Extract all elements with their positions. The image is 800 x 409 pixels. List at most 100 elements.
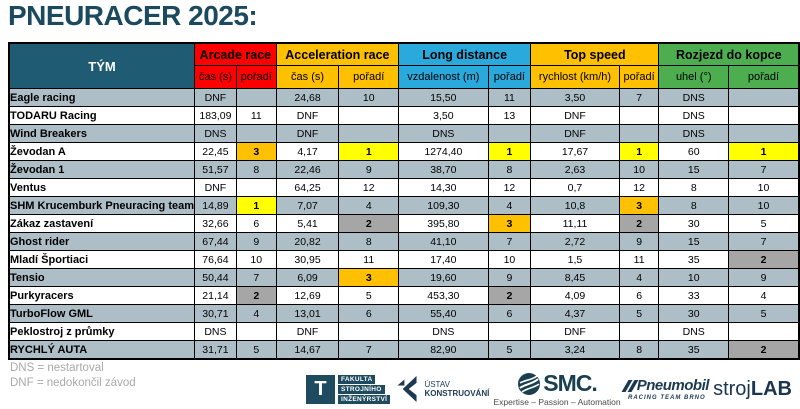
- value-cell: 11,11: [530, 214, 620, 233]
- rank-cell: 8: [618, 340, 660, 360]
- rank-cell: 3: [338, 268, 400, 287]
- rank-cell: 3: [235, 142, 277, 161]
- k-mark-icon: [397, 376, 417, 402]
- value-cell: 1274,40: [398, 142, 489, 161]
- rank-cell: 5: [727, 214, 800, 233]
- team-name-cell: Ževodan A: [8, 142, 195, 161]
- value-cell: DNS: [658, 106, 729, 125]
- value-cell: 38,70: [398, 160, 489, 179]
- table-row: Tensio 50,44 7 6,09 3 19,60 9 8,45 4 10 9: [8, 268, 800, 287]
- value-cell: 8: [658, 178, 729, 197]
- rank-cell: 10: [235, 250, 277, 269]
- sub-header: uhel (°): [658, 65, 729, 89]
- value-cell: DNF: [194, 88, 237, 107]
- rank-cell: 2: [618, 214, 660, 233]
- fsi-text: FAKULTA STROJNÍHO INŽENÝRSTVÍ: [338, 374, 391, 404]
- value-cell: 3,50: [530, 88, 620, 107]
- rank-cell: [727, 88, 800, 107]
- table-row: TODARU Racing 183,09 11 DNF 3,50 13 DNF DNS: [8, 106, 800, 125]
- rank-cell: 7: [727, 232, 800, 251]
- rank-cell: 8: [338, 232, 400, 251]
- value-cell: 51,57: [194, 160, 237, 179]
- rank-cell: 5: [487, 340, 532, 360]
- table-row: Peklostroj z průmky DNS DNF DNS DNF DNS: [8, 322, 800, 341]
- rank-cell: 11: [235, 106, 277, 125]
- value-cell: 21,14: [194, 286, 237, 305]
- value-cell: DNF: [275, 106, 340, 125]
- team-name-cell: Ževodan 1: [8, 160, 195, 179]
- rank-cell: 2: [727, 250, 800, 269]
- value-cell: 14,30: [398, 178, 489, 197]
- table-row: Eagle racing DNF 24,68 10 15,50 11 3,50 7 DNS: [8, 88, 800, 107]
- rank-cell: [235, 124, 277, 143]
- value-cell: 4,37: [530, 304, 620, 323]
- group-header: Arcade race: [194, 42, 277, 66]
- team-name-cell: Purkyracers: [8, 286, 195, 305]
- pneumobil-text: Pneumobil: [636, 377, 710, 394]
- value-cell: 3,50: [398, 106, 489, 125]
- rank-cell: 7: [727, 160, 800, 179]
- rank-cell: [235, 88, 277, 107]
- rank-cell: 5: [235, 340, 277, 360]
- table-row: Ževodan A 22,45 3 4,17 1 1274,40 1 17,67 1 60 1: [8, 142, 800, 161]
- legend-dnf: DNF = nedokončil závod: [10, 377, 136, 389]
- table-row: Wind Breakers DNS DNF DNS DNF DNS: [8, 124, 800, 143]
- team-name-cell: Ghost rider: [8, 232, 195, 251]
- value-cell: DNF: [530, 322, 620, 341]
- sub-header: čas (s): [194, 65, 237, 89]
- rank-cell: 6: [338, 304, 400, 323]
- table-row: SHM Krucemburk Pneuracing team 14,89 1 7,07…: [8, 196, 800, 215]
- value-cell: 35: [658, 250, 729, 269]
- rank-cell: 4: [618, 268, 660, 287]
- rank-cell: 11: [618, 250, 660, 269]
- rank-cell: 1: [727, 142, 800, 161]
- rank-cell: 10: [338, 88, 400, 107]
- rank-cell: 11: [487, 88, 532, 107]
- rank-cell: 12: [618, 178, 660, 197]
- table-row: Mladí Športiaci 76,64 10 30,95 11 17,40 10 1,5 1…: [8, 250, 800, 269]
- rank-cell: 4: [487, 196, 532, 215]
- rank-cell: [235, 178, 277, 197]
- value-cell: 17,67: [530, 142, 620, 161]
- value-cell: 15: [658, 232, 729, 251]
- rank-cell: 7: [618, 88, 660, 107]
- fsi-line: FAKULTA: [338, 374, 376, 384]
- rank-cell: 9: [338, 160, 400, 179]
- value-cell: 15: [658, 160, 729, 179]
- sub-header: pořadí: [338, 65, 400, 89]
- group-header: Top speed: [530, 42, 660, 66]
- strojlab-logo: strojLAB: [713, 378, 792, 401]
- page-title: PNEURACER 2025:: [8, 0, 258, 31]
- value-cell: 8,45: [530, 268, 620, 287]
- value-cell: 24,68: [275, 88, 340, 107]
- rank-cell: 1: [618, 142, 660, 161]
- value-cell: 4,17: [275, 142, 340, 161]
- rank-cell: 12: [338, 178, 400, 197]
- value-cell: 30: [658, 214, 729, 233]
- value-cell: 13,01: [275, 304, 340, 323]
- value-cell: 33: [658, 286, 729, 305]
- rank-cell: 9: [235, 232, 277, 251]
- value-cell: 30,95: [275, 250, 340, 269]
- rank-cell: 7: [235, 268, 277, 287]
- strojlab-text-bold: LAB: [750, 377, 792, 400]
- value-cell: 64,25: [275, 178, 340, 197]
- team-name-cell: Peklostroj z průmky: [8, 322, 195, 341]
- rank-cell: 6: [618, 286, 660, 305]
- value-cell: DNF: [530, 124, 620, 143]
- rank-cell: 5: [618, 304, 660, 323]
- value-cell: 4,09: [530, 286, 620, 305]
- rank-cell: 5: [727, 304, 800, 323]
- value-cell: 82,90: [398, 340, 489, 360]
- rank-cell: 3: [618, 196, 660, 215]
- rank-cell: 9: [727, 268, 800, 287]
- value-cell: 8: [658, 196, 729, 215]
- sub-header: pořadí: [487, 65, 532, 89]
- team-name-cell: Ventus: [8, 178, 195, 197]
- value-cell: 35: [658, 340, 729, 360]
- value-cell: 10: [658, 268, 729, 287]
- rank-cell: [338, 322, 400, 341]
- value-cell: 14,67: [275, 340, 340, 360]
- team-name-cell: Tensio: [8, 268, 195, 287]
- rank-cell: 4: [727, 286, 800, 305]
